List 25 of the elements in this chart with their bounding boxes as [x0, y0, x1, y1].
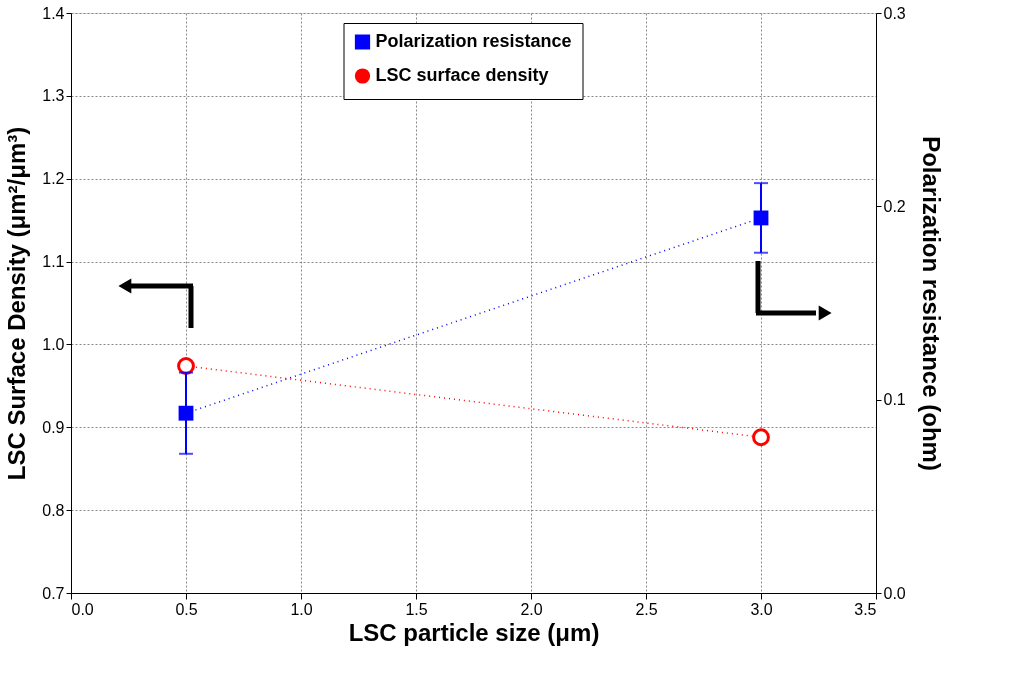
y2-tick-label: 0.2	[883, 197, 906, 215]
x-tick-label: 0.0	[71, 600, 94, 618]
y-tick-label: 1.3	[42, 87, 65, 105]
x-tick-label: 2.0	[520, 600, 543, 618]
x-axis-title: LSC particle size (μm)	[348, 618, 600, 646]
y-tick-label: 1.0	[42, 335, 65, 353]
y-tick-label: 1.4	[42, 4, 65, 22]
y2-tick-label: 0.1	[883, 391, 906, 409]
y2-tick-label: 0.3	[883, 4, 906, 22]
legend-label: LSC surface density	[375, 65, 549, 85]
x-tick-label: 3.5	[854, 600, 877, 618]
x-tick-label: 3.0	[750, 600, 773, 618]
x-tick-label: 0.5	[175, 600, 198, 618]
x-tick-label: 2.5	[635, 600, 658, 618]
y2-axis-title: Polarization resistance (ohm)	[917, 136, 945, 471]
y-axis-title: LSC Surface Density (μm²/μm³)	[3, 126, 31, 481]
y2-tick-label: 0.0	[883, 584, 906, 602]
x-tick-label: 1.5	[405, 600, 428, 618]
y-tick-label: 0.9	[42, 418, 65, 436]
y-tick-label: 1.1	[42, 253, 65, 271]
x-tick-label: 1.0	[290, 600, 313, 618]
legend-label: Polarization resistance	[375, 31, 572, 51]
y-tick-label: 0.8	[42, 501, 65, 519]
y-tick-label: 1.2	[42, 170, 65, 188]
y-tick-label: 0.7	[42, 584, 65, 602]
